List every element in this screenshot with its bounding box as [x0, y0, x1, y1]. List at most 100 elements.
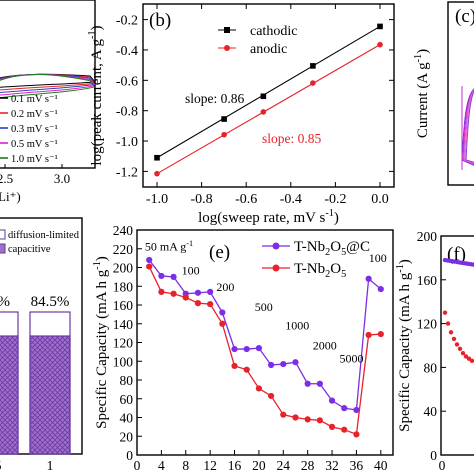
x-tick-label: 0: [439, 458, 446, 473]
plot-frame: [142, 3, 395, 188]
y-tick-label: 0: [430, 448, 437, 463]
legend-item: 0.3 mV s⁻¹: [11, 124, 58, 135]
data-point: [328, 397, 336, 404]
data-point: [146, 263, 153, 270]
data-point: [170, 290, 177, 297]
data-point: [158, 272, 165, 280]
x-tick-label: -0.4: [280, 192, 302, 207]
y-tick-label: 20: [120, 429, 134, 444]
legend-item: 0.5 mV s⁻¹: [11, 139, 58, 150]
x-tick-label: 24: [277, 458, 291, 473]
y-tick-label: 120: [113, 336, 134, 351]
data-point: [267, 361, 275, 369]
cv-curve: [465, 90, 474, 163]
x-axis-label-fragment: Li⁺): [0, 189, 21, 204]
data-point: [442, 310, 448, 315]
plot-frame: [136, 229, 394, 456]
fit-line-cathodic: [156, 25, 381, 159]
data-point: [454, 342, 460, 347]
y-tick-label: 0: [126, 448, 133, 463]
fit-line-anodic: [156, 44, 381, 175]
legend-label-cathodic: cathodic: [250, 24, 297, 39]
data-point: [280, 360, 287, 368]
x-tick-label: 0: [134, 458, 141, 473]
data-point: [316, 417, 323, 424]
x-tick-label: 40: [374, 458, 388, 473]
x-axis-label: log(sweep rate, mV s-1): [198, 208, 339, 226]
bar-capacitive: [0, 335, 19, 455]
data-point: [353, 431, 360, 438]
y-tick-label: -0.2: [116, 14, 138, 29]
data-point: [231, 345, 238, 353]
data-point: [365, 275, 372, 282]
y-axis-label: Specific Capacity (mA h g-1): [92, 256, 110, 429]
x-tick-label: 3.0: [54, 171, 70, 186]
data-point: [341, 426, 348, 433]
rate-annotation: 100: [182, 263, 200, 277]
panel-c: (c) Current (A g-1): [413, 1, 474, 186]
data-point: [219, 320, 226, 327]
data-point: [316, 380, 323, 387]
data-point: [377, 285, 384, 293]
data-point: [170, 273, 177, 280]
y-tick-label: -0.4: [116, 44, 138, 59]
data-point: [158, 288, 165, 295]
bar-capacitive: [29, 335, 71, 455]
data-point: [445, 321, 451, 326]
data-point: [353, 406, 360, 414]
y-tick-label: -0.8: [116, 105, 138, 120]
cv-curve: [0, 74, 96, 99]
data-point: [457, 346, 463, 351]
x-tick-label: 1: [47, 459, 54, 474]
x-tick-label: 0.0: [371, 192, 389, 207]
data-point: [207, 300, 214, 308]
data-point: [451, 336, 457, 342]
data-point: [255, 345, 263, 352]
rate-annotation: 200: [216, 280, 234, 294]
panel-label-e: (e): [209, 242, 230, 263]
y-tick-label: 160: [417, 273, 438, 288]
rate-annotation: 500: [255, 300, 273, 314]
x-tick-label: -0.6: [235, 192, 257, 207]
point-cathodic: [221, 116, 227, 122]
x-tick-label: 28: [301, 458, 315, 473]
y-tick-label: 40: [424, 404, 438, 419]
y-tick-label: 240: [113, 223, 134, 238]
data-point: [207, 288, 214, 295]
y-tick-label: 160: [113, 298, 134, 313]
data-point: [341, 405, 348, 412]
legend-label: T-Nb2O5: [294, 261, 346, 280]
point-anodic: [154, 170, 160, 177]
y-tick-label: 120: [417, 317, 438, 332]
panel-a: 2.5 3.0 Li⁺) 0.1 mV s⁻¹ 0.2 mV s⁻¹ 0.3 mV s⁻¹…: [0, 0, 97, 204]
y-tick-label: -1.2: [116, 165, 138, 180]
data-point: [255, 385, 263, 392]
point-anodic: [221, 131, 227, 138]
x-tick-label: 12: [203, 458, 217, 473]
slope-annotation-anodic: slope: 0.85: [262, 131, 321, 146]
data-point: [267, 392, 275, 400]
panel-f: 0 40 80 120 160 200 0 Specific Capacity (mA h g…: [395, 229, 474, 473]
data-point: [460, 350, 466, 356]
data-point: [194, 289, 202, 296]
data-point: [292, 414, 299, 421]
y-tick-label: 80: [424, 360, 438, 375]
x-tick-label: -0.2: [324, 192, 346, 207]
y-tick-label: 200: [113, 261, 134, 276]
data-point: [219, 309, 226, 316]
legend-label: T-Nb2O5@C: [294, 239, 370, 258]
point-anodic: [310, 80, 316, 86]
data-point: [471, 262, 474, 267]
x-tick-label: 16: [228, 458, 242, 473]
y-axis-label: Specific Capacity (mA h g-1): [395, 259, 413, 432]
y-tick-label: 200: [417, 229, 438, 244]
data-point: [243, 366, 250, 373]
data-point: [146, 256, 153, 264]
x-tick-label: 36: [350, 458, 364, 473]
legend-marker-anodic: [224, 45, 230, 51]
point-anodic: [260, 109, 267, 115]
y-tick-label: 80: [120, 373, 134, 388]
x-tick-label: 8: [182, 458, 189, 473]
data-point: [304, 380, 311, 387]
